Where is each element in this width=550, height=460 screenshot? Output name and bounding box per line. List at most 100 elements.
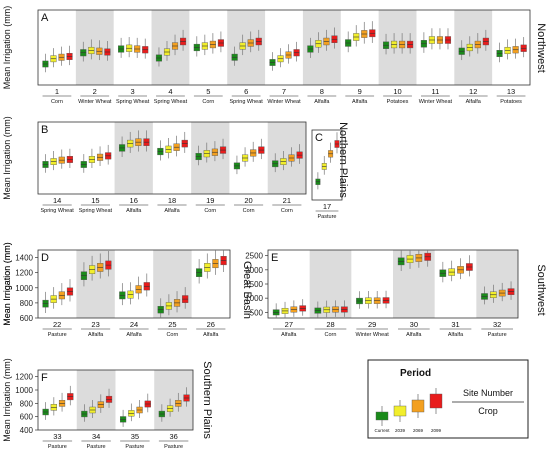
legend-box-2099 bbox=[429, 393, 443, 409]
site-group: 9 Alfalfa bbox=[345, 21, 376, 105]
site-number: 28 bbox=[326, 320, 334, 329]
site-group: 27 Alfalfa bbox=[272, 299, 307, 338]
site-number: 32 bbox=[493, 320, 501, 329]
site-shading bbox=[476, 250, 518, 318]
site-group: 21 Corn bbox=[272, 144, 303, 214]
y-tick-label: 1000 bbox=[15, 284, 33, 293]
crop-label: Winter Wheat bbox=[78, 99, 112, 105]
site-number: 1 bbox=[55, 87, 59, 96]
legend-box-current bbox=[375, 411, 389, 421]
panel-frame bbox=[37, 9, 531, 86]
site-number: 36 bbox=[169, 432, 177, 441]
site-number: 26 bbox=[207, 320, 215, 329]
site-group: 26 Alfalfa bbox=[196, 250, 227, 338]
crop-label: Corn bbox=[202, 99, 214, 105]
site-group: 19 Corn bbox=[195, 138, 227, 214]
site-number: 22 bbox=[53, 320, 61, 329]
site-group: 14 Spring Wheat bbox=[40, 148, 74, 214]
legend-period-label: Current bbox=[374, 428, 390, 433]
panel-letter: B bbox=[41, 124, 48, 136]
legend-period-label: 2039 bbox=[395, 428, 406, 433]
y-axis-title: Mean Irrigation (mm) bbox=[2, 116, 12, 200]
crop-label: Pasture bbox=[87, 444, 106, 450]
site-number: 9 bbox=[358, 87, 362, 96]
site-number: 24 bbox=[130, 320, 138, 329]
panel-frame bbox=[37, 121, 307, 195]
crop-label: Corn bbox=[243, 208, 255, 214]
site-group: 35 Pasture bbox=[119, 393, 151, 450]
site-group: 17 Pasture bbox=[315, 132, 340, 220]
y-tick-label: 1400 bbox=[15, 254, 33, 263]
y-axis-title: Mean Irrigation (mm) bbox=[2, 242, 12, 326]
site-number: 10 bbox=[393, 87, 401, 96]
site-group: 15 Spring Wheat bbox=[79, 144, 113, 214]
site-group: 20 Corn bbox=[233, 138, 265, 214]
site-number: 21 bbox=[283, 196, 291, 205]
site-number: 2 bbox=[93, 87, 97, 96]
site-group: 32 Pasture bbox=[481, 281, 515, 338]
region-label: Southern Plains bbox=[201, 361, 213, 439]
y-tick-label: 1000 bbox=[245, 294, 263, 303]
site-group: 31 Alfalfa bbox=[439, 255, 473, 338]
site-number: 33 bbox=[53, 432, 61, 441]
site-number: 11 bbox=[431, 87, 439, 96]
crop-label: Alfalfa bbox=[203, 332, 219, 338]
panel-frame bbox=[37, 249, 231, 319]
site-group: 3 Spring Wheat bbox=[116, 37, 150, 105]
legend-frame bbox=[367, 359, 529, 439]
site-group: 10 Potatoes bbox=[383, 33, 414, 105]
site-group: 5 Corn bbox=[193, 31, 224, 105]
y-tick-label: 800 bbox=[20, 399, 34, 408]
y-axis-title: Mean Irrigation (mm) bbox=[2, 6, 12, 90]
site-group: 29 Winter Wheat bbox=[356, 290, 390, 338]
region-label: Northern Plains bbox=[337, 122, 349, 198]
region-label: Great Basin bbox=[241, 261, 253, 319]
crop-label: Alfalfa bbox=[88, 332, 104, 338]
crop-label: Winter Wheat bbox=[419, 99, 453, 105]
site-number: 23 bbox=[91, 320, 99, 329]
site-number: 12 bbox=[469, 87, 477, 96]
crop-label: Alfalfa bbox=[126, 332, 142, 338]
site-number: 17 bbox=[323, 202, 331, 211]
crop-label: Winter Wheat bbox=[356, 332, 390, 338]
site-number: 27 bbox=[285, 320, 293, 329]
crop-label: Pasture bbox=[48, 444, 67, 450]
site-number: 7 bbox=[282, 87, 286, 96]
crop-label: Alfalfa bbox=[164, 208, 180, 214]
crop-label: Winter Wheat bbox=[267, 99, 301, 105]
crop-label: Alfalfa bbox=[314, 99, 330, 105]
site-group: 12 Alfalfa bbox=[458, 29, 489, 105]
site-number: 34 bbox=[92, 432, 100, 441]
y-tick-label: 2500 bbox=[245, 252, 263, 261]
site-number: 19 bbox=[206, 196, 214, 205]
site-group: 11 Winter Wheat bbox=[419, 28, 453, 105]
site-shading bbox=[151, 10, 190, 85]
site-number: 3 bbox=[131, 87, 135, 96]
crop-label: Pasture bbox=[48, 332, 67, 338]
crop-label: Alfalfa bbox=[406, 332, 422, 338]
region-label: Northwest bbox=[535, 23, 547, 73]
panel-f: F 400 600 800 1000 1200 33 Pasture 34 Pasture 35 Pa… bbox=[2, 358, 213, 450]
site-shading bbox=[114, 122, 153, 194]
legend-period-label: 2069 bbox=[413, 428, 424, 433]
site-number: 8 bbox=[320, 87, 324, 96]
site-number: 6 bbox=[244, 87, 248, 96]
y-tick-label: 500 bbox=[250, 308, 264, 317]
site-number: 5 bbox=[206, 87, 210, 96]
panel-c: C 17 Pasture bbox=[311, 129, 343, 220]
site-group: 36 Pasture bbox=[158, 387, 190, 450]
site-number: 15 bbox=[91, 196, 99, 205]
site-number: 14 bbox=[53, 196, 61, 205]
site-shading bbox=[454, 10, 493, 85]
legend-box-2039 bbox=[393, 405, 407, 417]
y-axis-title: Mean Irrigation (mm) bbox=[2, 242, 12, 326]
site-group: 34 Pasture bbox=[81, 388, 113, 450]
site-group: 24 Alfalfa bbox=[119, 273, 150, 338]
site-group: 23 Alfalfa bbox=[80, 251, 112, 338]
panel-letter: C bbox=[315, 132, 323, 144]
crop-label: Corn bbox=[204, 208, 216, 214]
site-shading bbox=[75, 10, 114, 85]
crop-label: Alfalfa bbox=[281, 332, 297, 338]
y-tick-label: 400 bbox=[20, 426, 34, 435]
